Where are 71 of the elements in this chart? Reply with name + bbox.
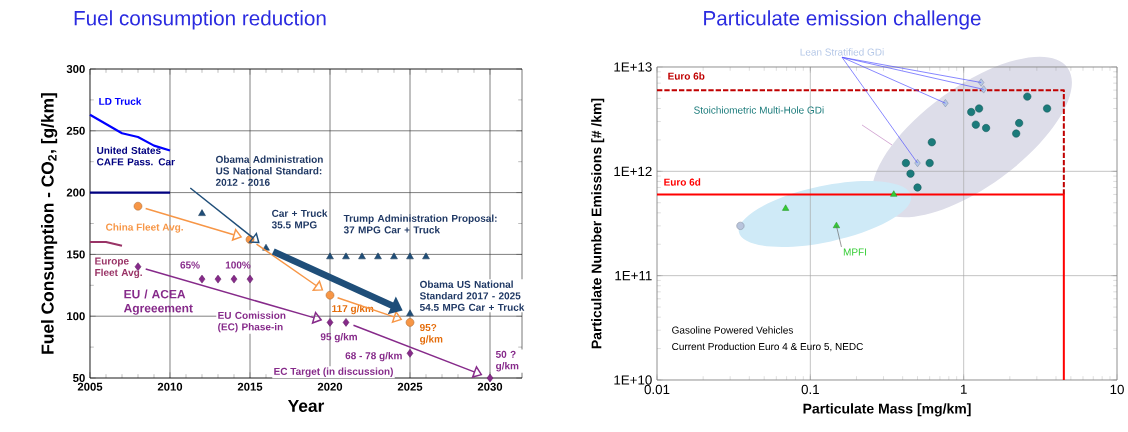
y-tick-label: 250	[66, 126, 85, 135]
series-label: LD Truck	[99, 97, 142, 105]
y-tick-label: 1E+11	[615, 271, 652, 281]
x-tick-label: 1	[960, 384, 967, 394]
x-tick-label: 0.1	[801, 384, 819, 395]
point	[214, 274, 222, 284]
x-tick-label: 2030	[477, 382, 503, 391]
chart-title: Fuel consumption reduction	[74, 10, 326, 30]
series-label: China Fleet Avg.	[106, 223, 183, 233]
y-tick-label: 150	[67, 250, 85, 259]
x-tick-label: 10	[1110, 384, 1124, 395]
y-tick-label: 1E+10	[614, 375, 652, 385]
annotation: 50 ? g/km	[495, 350, 519, 372]
series-label: Euro 6b	[668, 72, 705, 80]
y-tick-label: 200	[66, 188, 85, 197]
annotation: Obama US National Standard 2017 - 2025 54.5 MPG Car + Truck	[419, 280, 525, 311]
line-series	[88, 113, 172, 152]
point	[246, 274, 254, 284]
y-tick-label: 300	[66, 64, 85, 74]
point	[406, 252, 414, 260]
annotation: Current Production Euro 4 & Euro 5, NEDC	[672, 342, 863, 352]
point	[405, 318, 415, 327]
point	[422, 252, 430, 260]
annotation: EU Comission (EC) Phase-in	[218, 311, 286, 333]
text: Stoichiometric Multi-Hole GDi	[694, 106, 824, 114]
annotation: EU / ACEA Agreeement	[123, 289, 193, 315]
annotation: Gasoline Powered Vehicles	[672, 326, 793, 334]
chart-title: Particulate emission challenge	[704, 10, 981, 30]
y-tick-label: 1E+12	[614, 166, 652, 176]
point	[198, 209, 206, 216]
point	[325, 290, 335, 300]
annotation: Obama Administration US National Standard: 2012 - 2016	[215, 155, 323, 186]
x-tick-label: 2005	[77, 382, 103, 391]
text: MPFI	[843, 248, 867, 256]
text: Lean Stratified GDi	[800, 48, 884, 56]
series-label: Euro 6d	[664, 178, 701, 186]
point	[342, 318, 350, 327]
point	[133, 201, 143, 211]
annotation: 65%	[180, 261, 200, 269]
point	[342, 252, 350, 260]
x-tick-label: 2020	[317, 382, 343, 391]
x-axis-title: Particulate Mass [mg/km]	[803, 403, 971, 417]
annotation: Car + Truck 35.5 MPG	[271, 209, 328, 229]
annotation: 95? g/km	[419, 323, 443, 345]
x-tick-label: 2025	[397, 382, 423, 391]
point	[390, 252, 398, 260]
point	[374, 252, 382, 260]
annotation: 100%	[225, 261, 251, 269]
point	[326, 252, 334, 260]
y-tick-label: 100	[67, 312, 85, 321]
point	[406, 309, 414, 316]
x-axis-title: Year	[287, 399, 325, 412]
point	[326, 318, 334, 327]
annotation: 95 g/km	[320, 332, 357, 343]
point	[358, 252, 366, 260]
y-axis-title: Particulate Number Emissions [# /km]	[591, 98, 605, 349]
annotation: EC Target (in discussion)	[274, 367, 393, 377]
series-label: Europe Fleet Avg.	[95, 257, 142, 279]
annotation: Trump Administration Proposal: 37 MPG Car + Truck	[343, 214, 497, 234]
point	[486, 373, 494, 383]
annotation: 68 - 78 g/km	[345, 351, 402, 362]
text: United States CAFE Pass. Car	[97, 146, 175, 166]
y-tick-label: 50	[73, 374, 85, 383]
y-tick-label: 1E+13	[614, 62, 652, 72]
y-axis-title: Fuel Consumption - CO$_{2}$, [g/km]	[40, 93, 58, 354]
point	[198, 274, 206, 284]
x-tick-label: 0.01	[644, 384, 670, 395]
x-tick-label: 2010	[157, 382, 183, 391]
point	[406, 349, 414, 358]
x-tick-label: 2015	[237, 382, 263, 391]
point	[230, 274, 238, 284]
